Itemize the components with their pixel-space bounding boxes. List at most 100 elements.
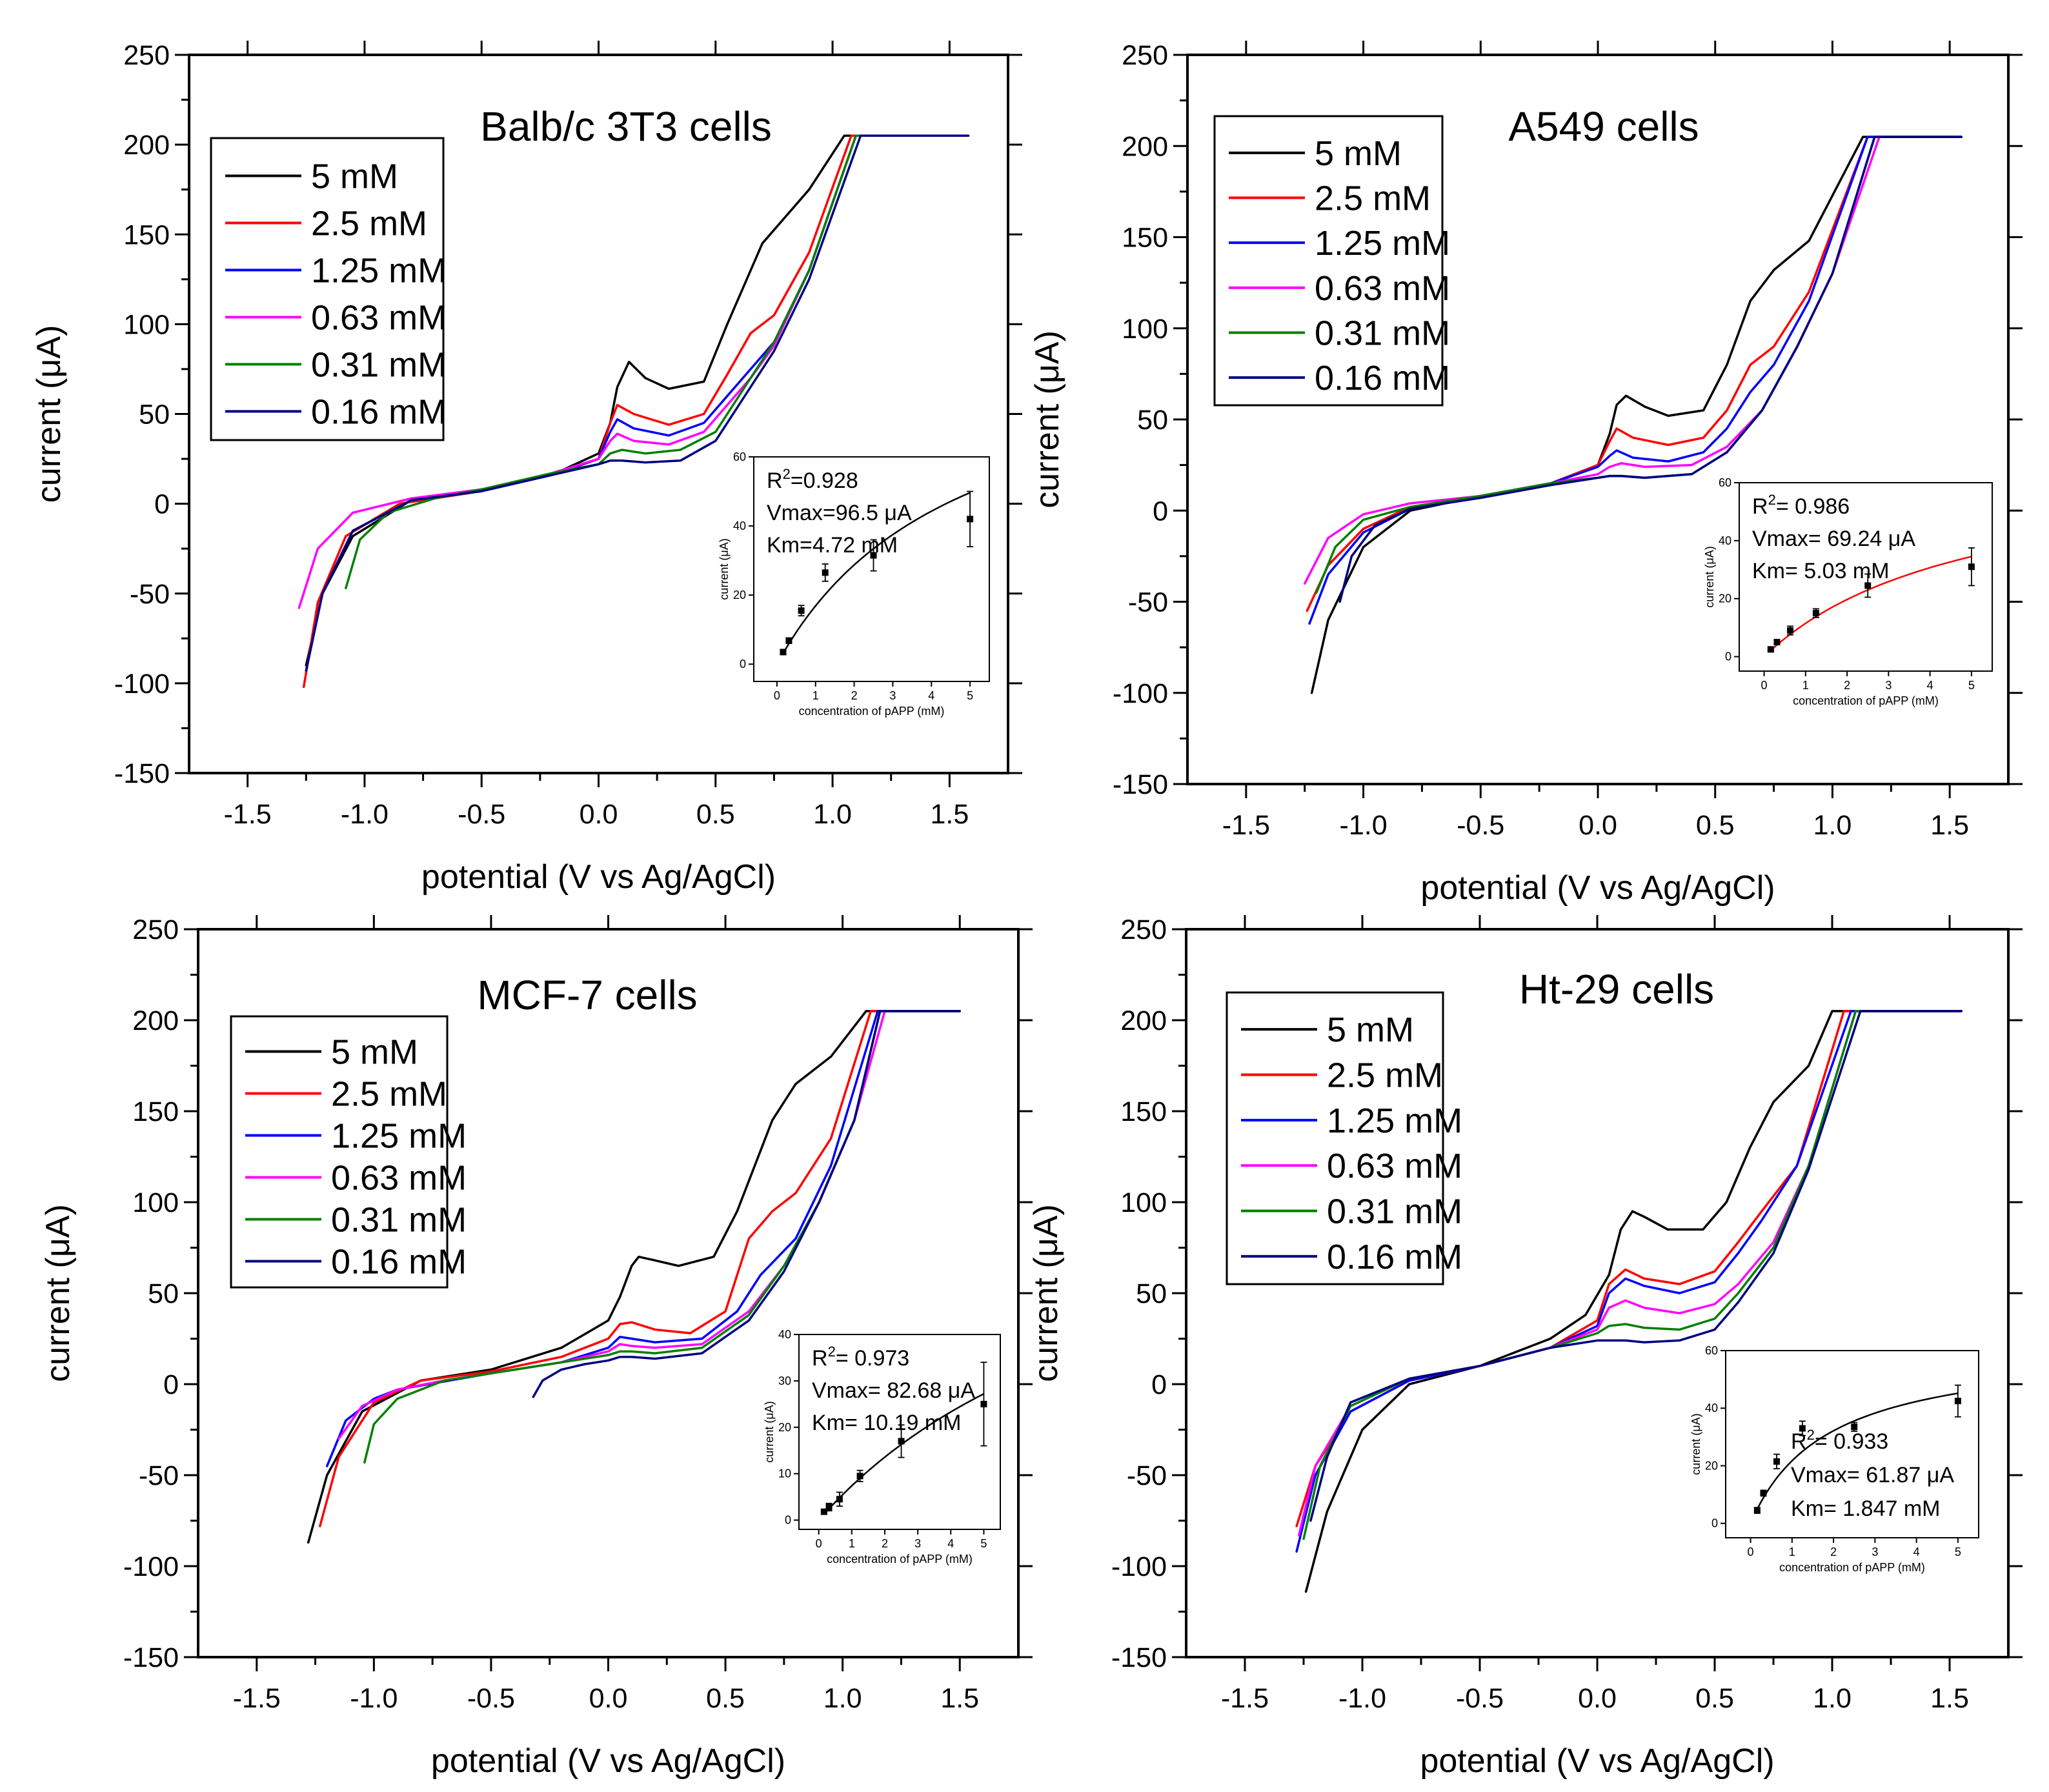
inset-x-label: concentration of pAPP (mM) bbox=[799, 705, 945, 718]
y-tick-label: -150 bbox=[1113, 769, 1168, 800]
series-line-5-mM bbox=[1304, 1010, 1963, 1593]
x-tick-label: -1.5 bbox=[224, 799, 272, 830]
inset-km-text: Km= 10.19 mM bbox=[812, 1411, 961, 1435]
y-axis-label: current (μA) bbox=[1029, 330, 1066, 508]
inset-x-tick-label: 1 bbox=[813, 689, 819, 702]
inset-data-point bbox=[1760, 1489, 1767, 1496]
inset-y-label: current (μA) bbox=[1690, 1413, 1702, 1475]
legend-label: 5 mM bbox=[1327, 1011, 1414, 1049]
inset-vmax-text: Vmax= 69.24 μA bbox=[1752, 527, 1915, 551]
y-tick-label: 150 bbox=[1122, 223, 1168, 254]
inset-x-tick-label: 4 bbox=[1913, 1545, 1920, 1558]
inset-x-tick-label: 5 bbox=[967, 689, 973, 702]
x-tick-label: 0.5 bbox=[1695, 1683, 1734, 1714]
legend-label: 2.5 mM bbox=[1327, 1056, 1443, 1095]
inset-background bbox=[754, 1328, 1007, 1568]
inset-r2-value: = 0.973 bbox=[836, 1346, 909, 1371]
y-tick-label: 250 bbox=[123, 40, 170, 71]
inset-y-tick-label: 40 bbox=[733, 519, 746, 532]
x-tick-label: 0.0 bbox=[1578, 1683, 1617, 1714]
inset-y-label: current (μA) bbox=[718, 538, 731, 599]
series-group bbox=[1303, 136, 1963, 694]
legend-label: 1.25 mM bbox=[331, 1117, 467, 1156]
x-tick-label: -1.5 bbox=[233, 1683, 281, 1714]
inset-data-point bbox=[967, 516, 974, 523]
inset-y-label: current (μA) bbox=[763, 1401, 776, 1462]
x-tick-label: 0.0 bbox=[580, 799, 618, 830]
legend-label: 0.63 mM bbox=[331, 1159, 467, 1198]
panel-title: Balb/c 3T3 cells bbox=[480, 103, 772, 150]
legend-box bbox=[210, 137, 445, 441]
y-tick-label: -100 bbox=[1113, 678, 1168, 709]
inset-y-tick-label: 0 bbox=[740, 658, 746, 670]
inset-data-point bbox=[1864, 582, 1872, 589]
inset-y-tick-label: 60 bbox=[1719, 476, 1731, 489]
series-line-0_63-mM bbox=[298, 134, 970, 609]
chart-panel-4: -1.5 -1.0 -0.5 0.0 0.5 1.0 1.5-150-100-5005010… bbox=[1027, 914, 2023, 1780]
inset-km-text: Km= 5.03 mM bbox=[1752, 559, 1890, 583]
x-axis-label: potential (V vs Ag/AgCl) bbox=[1420, 1742, 1774, 1780]
x-tick-label: 0.5 bbox=[696, 799, 735, 830]
legend-label: 5 mM bbox=[311, 157, 398, 196]
inset-r2-text: R2= 0.986 bbox=[1752, 492, 1850, 519]
inset-x-tick-label: 1 bbox=[1802, 679, 1809, 692]
y-tick-label: -50 bbox=[1128, 587, 1168, 618]
inset-x-tick-label: 5 bbox=[1968, 679, 1975, 692]
inset-fit-curve bbox=[1770, 556, 1972, 651]
inset-r2-value: =0.928 bbox=[791, 468, 858, 493]
series-line-0_31-mM bbox=[345, 134, 970, 590]
x-tick-label: -0.5 bbox=[1457, 810, 1504, 841]
inset-plot: 0 1 2 3 4 5 0 20 40 60 concentration of pAPP (mM) c… bbox=[1694, 476, 1999, 710]
inset-y-tick-label: 30 bbox=[778, 1374, 791, 1387]
y-tick-label: 0 bbox=[1151, 1369, 1167, 1400]
inset-data-point bbox=[1799, 1425, 1806, 1432]
legend: 5 mM 2.5 mM 1.25 mM 0.63 mM 0.31 mM 0.16 mM bbox=[1213, 115, 1450, 407]
inset-r2-value: = 0.933 bbox=[1815, 1429, 1888, 1454]
inset-x-tick-label: 2 bbox=[1830, 1545, 1837, 1558]
legend-label: 0.16 mM bbox=[311, 393, 447, 432]
inset-x-tick-label: 4 bbox=[1927, 679, 1933, 692]
y-tick-label: 200 bbox=[1122, 131, 1168, 162]
inset-data-point bbox=[820, 1508, 827, 1515]
y-tick-label: 200 bbox=[132, 1005, 179, 1036]
y-tick-label: -50 bbox=[1127, 1460, 1167, 1491]
inset-vmax-text: Vmax=96.5 μA bbox=[767, 501, 912, 525]
x-tick-label: -0.5 bbox=[458, 799, 505, 830]
inset-x-tick-label: 5 bbox=[1955, 1545, 1961, 1558]
inset-x-label: concentration of pAPP (mM) bbox=[827, 1553, 973, 1565]
series-line-0_16-mM bbox=[305, 134, 970, 672]
inset-frame bbox=[1725, 1350, 1979, 1538]
y-tick-label: -50 bbox=[130, 579, 170, 610]
x-axis-label: potential (V vs Ag/AgCl) bbox=[431, 1742, 785, 1780]
inset-x-tick-label: 1 bbox=[1789, 1545, 1795, 1558]
inset-y-tick-label: 20 bbox=[1705, 1459, 1718, 1472]
legend-label: 1.25 mM bbox=[1315, 224, 1450, 263]
legend-label: 1.25 mM bbox=[1327, 1102, 1462, 1140]
inset-x-tick-label: 3 bbox=[1885, 679, 1892, 692]
series-line-0_16-mM bbox=[1309, 1010, 1963, 1522]
y-tick-label: 100 bbox=[1120, 1187, 1167, 1218]
inset-r2-text: R2= 0.973 bbox=[812, 1344, 909, 1371]
inset-data-point bbox=[836, 1496, 843, 1503]
inset-data-point bbox=[1851, 1424, 1858, 1431]
x-tick-label: 0.0 bbox=[1579, 810, 1617, 841]
x-tick-label: -1.0 bbox=[1338, 1683, 1386, 1714]
inset-y-tick-label: 40 bbox=[1719, 534, 1731, 547]
y-tick-label: 50 bbox=[1136, 1278, 1167, 1309]
y-tick-label: 200 bbox=[123, 130, 170, 161]
legend-label: 0.31 mM bbox=[1327, 1193, 1462, 1231]
inset-y-tick-label: 0 bbox=[785, 1514, 791, 1527]
y-axis-label: current (μA) bbox=[30, 325, 68, 503]
y-tick-label: -150 bbox=[114, 758, 170, 789]
y-tick-label: 50 bbox=[148, 1278, 179, 1309]
inset-r2-sup: 2 bbox=[828, 1344, 836, 1360]
inset-x-tick-label: 4 bbox=[928, 689, 934, 702]
x-tick-label: 1.5 bbox=[940, 1683, 979, 1714]
y-tick-label: 250 bbox=[132, 914, 179, 945]
inset-r2-sup: 2 bbox=[783, 466, 791, 482]
legend-label: 2.5 mM bbox=[311, 205, 427, 243]
inset-data-point bbox=[898, 1438, 905, 1445]
legend-label: 0.63 mM bbox=[1327, 1147, 1462, 1185]
x-tick-label: -1.5 bbox=[1222, 810, 1270, 841]
inset-x-tick-label: 3 bbox=[1872, 1545, 1878, 1558]
